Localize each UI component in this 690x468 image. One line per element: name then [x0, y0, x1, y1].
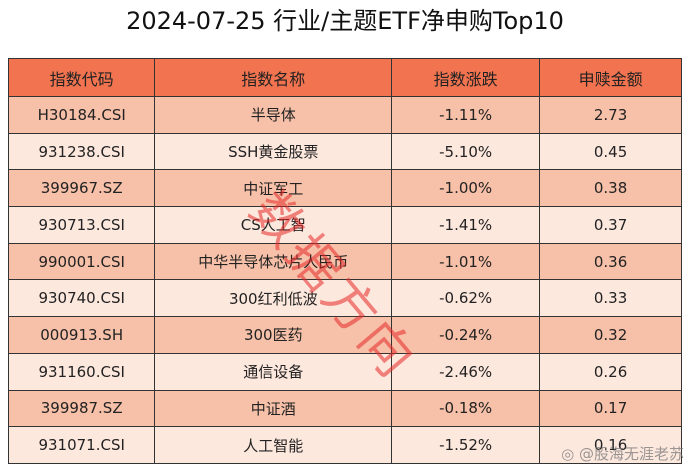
cell-amount: 0.38: [539, 169, 682, 208]
header-change: 指数涨跌: [391, 58, 541, 97]
etf-table: 指数代码 指数名称 指数涨跌 申赎金额 H30184.CSI 半导体 -1.11% 2…: [7, 58, 682, 464]
cell-name: 半导体: [154, 96, 393, 134]
cell-name: 中证酒: [154, 389, 393, 428]
table-row: 399967.SZ 中证军工 -1.00% 0.38: [7, 169, 682, 208]
weibo-icon: ◎: [561, 445, 575, 463]
cell-code: 930713.CSI: [7, 206, 156, 244]
page-title: 2024-07-25 行业/主题ETF净申购Top10: [126, 7, 564, 35]
cell-code: 399967.SZ: [7, 169, 156, 208]
table-row: 990001.CSI 中华半导体芯片人民币 -1.01% 0.36: [7, 242, 682, 281]
header-code: 指数代码: [7, 58, 156, 97]
table-row: 931160.CSI 通信设备 -2.46% 0.26: [7, 352, 682, 391]
cell-amount: 0.32: [539, 316, 682, 354]
cell-change: -5.10%: [391, 132, 541, 171]
cell-code: H30184.CSI: [7, 96, 156, 134]
cell-name: 通信设备: [154, 352, 393, 391]
table-row: 399987.SZ 中证酒 -0.18% 0.17: [7, 389, 682, 428]
table-header: 指数代码 指数名称 指数涨跌 申赎金额: [7, 58, 682, 97]
cell-amount: 0.36: [539, 242, 682, 281]
cell-amount: 0.37: [539, 206, 682, 244]
cell-code: 931238.CSI: [7, 132, 156, 171]
table-row: 930740.CSI 300红利低波 -0.62% 0.33: [7, 279, 682, 318]
cell-amount: 0.45: [539, 132, 682, 171]
table-row: 930713.CSI CS人工智 -1.41% 0.37: [7, 206, 682, 244]
cell-change: -1.11%: [391, 96, 541, 134]
cell-amount: 0.33: [539, 279, 682, 318]
cell-code: 931160.CSI: [7, 352, 156, 391]
cell-name: 中华半导体芯片人民币: [154, 242, 393, 281]
table-row: 931238.CSI SSH黄金股票 -5.10% 0.45: [7, 132, 682, 171]
cell-code: 931071.CSI: [7, 426, 156, 464]
cell-change: -0.18%: [391, 389, 541, 428]
cell-name: 中证军工: [154, 169, 393, 208]
cell-name: CS人工智: [154, 206, 393, 244]
cell-change: -1.01%: [391, 242, 541, 281]
cell-change: -0.24%: [391, 316, 541, 354]
header-name: 指数名称: [154, 58, 393, 97]
header-amount: 申赎金额: [539, 58, 682, 97]
cell-name: 人工智能: [154, 426, 393, 464]
cell-code: 990001.CSI: [7, 242, 156, 281]
cell-amount: 2.73: [539, 96, 682, 134]
cell-change: -1.00%: [391, 169, 541, 208]
cell-change: -1.41%: [391, 206, 541, 244]
cell-code: 930740.CSI: [7, 279, 156, 318]
cell-name: 300红利低波: [154, 279, 393, 318]
cell-amount: 0.16: [539, 426, 682, 464]
cell-code: 399987.SZ: [7, 389, 156, 428]
cell-change: -2.46%: [391, 352, 541, 391]
cell-code: 000913.SH: [7, 316, 156, 354]
table-row: 931071.CSI 人工智能 -1.52% 0.16: [7, 426, 682, 464]
cell-amount: 0.26: [539, 352, 682, 391]
cell-name: SSH黄金股票: [154, 132, 393, 171]
table-row: H30184.CSI 半导体 -1.11% 2.73: [7, 96, 682, 134]
cell-name: 300医药: [154, 316, 393, 354]
cell-amount: 0.17: [539, 389, 682, 428]
weibo-watermark: ◎ @股海无涯老苏: [561, 445, 684, 463]
cell-change: -0.62%: [391, 279, 541, 318]
table-row: 000913.SH 300医药 -0.24% 0.32: [7, 316, 682, 354]
cell-change: -1.52%: [391, 426, 541, 464]
